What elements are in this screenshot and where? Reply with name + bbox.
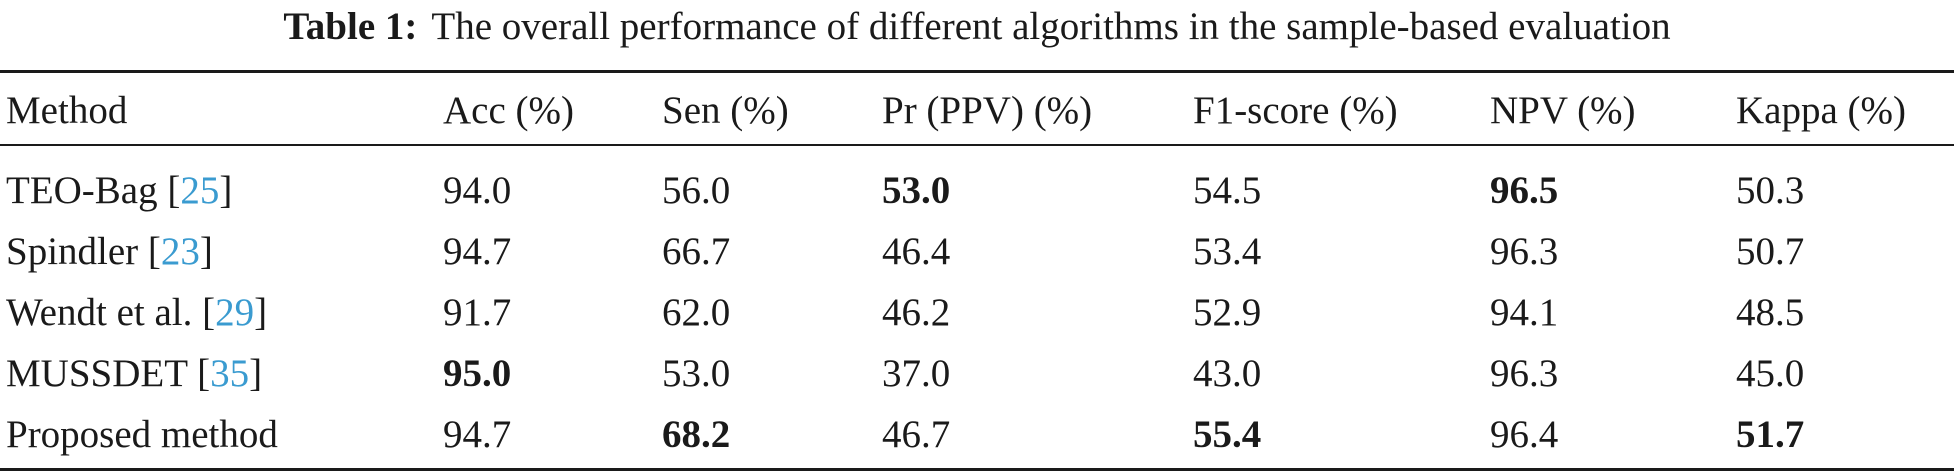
bottom-rule — [0, 468, 1954, 471]
method-name: Spindler — [6, 230, 139, 273]
kappa-cell: 45.0 — [1736, 352, 1805, 395]
pr-cell: 46.7 — [882, 413, 951, 456]
kappa-cell: 48.5 — [1736, 291, 1805, 334]
citation-link[interactable]: 29 — [215, 291, 255, 334]
acc-cell: 94.7 — [443, 413, 512, 456]
table-row: Proposed method 94.7 68.2 46.7 55.4 96.4… — [0, 407, 1954, 463]
kappa-cell: 50.7 — [1736, 230, 1805, 273]
npv-cell: 96.3 — [1490, 230, 1559, 273]
npv-cell: 96.3 — [1490, 352, 1559, 395]
method-name: MUSSDET — [6, 352, 188, 395]
pr-cell: 37.0 — [882, 352, 951, 395]
header-pr: Pr (PPV) (%) — [882, 89, 1093, 132]
sen-cell: 62.0 — [662, 291, 731, 334]
method-cell: Spindler [23] — [6, 230, 213, 273]
sen-cell: 66.7 — [662, 230, 731, 273]
acc-cell: 91.7 — [443, 291, 512, 334]
f1-cell: 54.5 — [1193, 169, 1262, 212]
f1-cell: 55.4 — [1193, 413, 1262, 456]
table-row: Wendt et al. [29] 91.7 62.0 46.2 52.9 94… — [0, 285, 1954, 341]
header-rule — [0, 144, 1954, 146]
header-f1: F1-score (%) — [1193, 89, 1398, 132]
header-acc: Acc (%) — [443, 89, 574, 132]
acc-cell: 94.0 — [443, 169, 512, 212]
sen-cell: 56.0 — [662, 169, 731, 212]
sen-cell: 68.2 — [662, 413, 731, 456]
sen-cell: 53.0 — [662, 352, 731, 395]
npv-cell: 94.1 — [1490, 291, 1559, 334]
citation-link[interactable]: 25 — [180, 169, 220, 212]
method-cell: Wendt et al. [29] — [6, 291, 268, 334]
f1-cell: 43.0 — [1193, 352, 1262, 395]
pr-cell: 46.2 — [882, 291, 951, 334]
top-rule — [0, 70, 1954, 73]
citation-link[interactable]: 23 — [160, 230, 200, 273]
table-caption: Table 1: The overall performance of diffe… — [0, 2, 1954, 52]
table-row: MUSSDET [35] 95.0 53.0 37.0 43.0 96.3 45… — [0, 346, 1954, 402]
npv-cell: 96.4 — [1490, 413, 1559, 456]
method-name: TEO-Bag — [6, 169, 158, 212]
method-cell: MUSSDET [35] — [6, 352, 263, 395]
table-row: TEO-Bag [25] 94.0 56.0 53.0 54.5 96.5 50… — [0, 163, 1954, 219]
acc-cell: 94.7 — [443, 230, 512, 273]
pr-cell: 53.0 — [882, 169, 951, 212]
method-cell: Proposed method — [6, 413, 278, 456]
method-name: Wendt et al. — [6, 291, 193, 334]
header-npv: NPV (%) — [1490, 89, 1636, 132]
caption-text: The overall performance of different alg… — [431, 5, 1671, 48]
method-cell: TEO-Bag [25] — [6, 169, 233, 212]
header-kappa: Kappa (%) — [1736, 89, 1906, 132]
f1-cell: 52.9 — [1193, 291, 1262, 334]
header-sen: Sen (%) — [662, 89, 789, 132]
table-row: Spindler [23] 94.7 66.7 46.4 53.4 96.3 5… — [0, 224, 1954, 280]
table-header-row: Method Acc (%) Sen (%) Pr (PPV) (%) F1-s… — [0, 83, 1954, 139]
caption-label: Table 1: — [283, 5, 418, 48]
f1-cell: 53.4 — [1193, 230, 1262, 273]
citation-link[interactable]: 35 — [210, 352, 250, 395]
npv-cell: 96.5 — [1490, 169, 1559, 212]
kappa-cell: 50.3 — [1736, 169, 1805, 212]
kappa-cell: 51.7 — [1736, 413, 1805, 456]
acc-cell: 95.0 — [443, 352, 512, 395]
pr-cell: 46.4 — [882, 230, 951, 273]
header-method: Method — [6, 89, 128, 132]
